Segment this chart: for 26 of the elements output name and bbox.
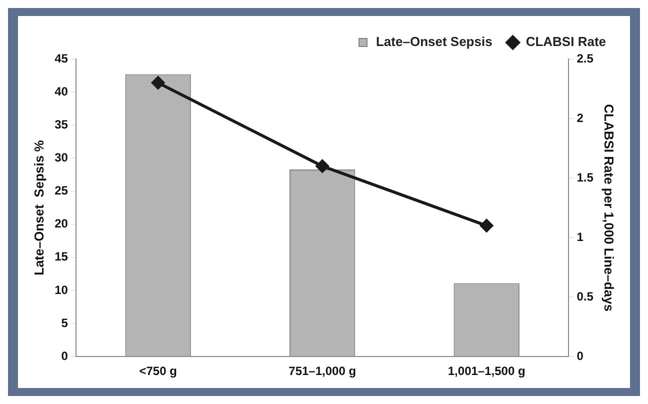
point — [152, 76, 165, 90]
y2-tick-label: 2.5 — [576, 51, 594, 66]
y-tick-label: 20 — [54, 216, 68, 231]
point — [316, 160, 329, 173]
y2-tick-label: 1 — [576, 230, 584, 244]
y2-tick-label: 0.5 — [576, 289, 594, 304]
y-tick-label: 5 — [61, 316, 68, 330]
y-tick-label: 10 — [54, 282, 68, 297]
legend-label: Late–Onset Sepsis — [376, 34, 492, 50]
y-tick-label: 15 — [54, 250, 68, 264]
y-tick-label: 0 — [61, 348, 68, 363]
y-axis-title: Late–Onset Sepsis % — [31, 140, 46, 276]
y-tick-label: 35 — [54, 117, 68, 132]
x-tick-label: <750 g — [139, 364, 177, 378]
y2-axis-title: CLABSI Rate per 1,000 Line–days — [602, 104, 617, 312]
legend-label: CLABSI Rate — [526, 34, 606, 50]
y-tick-label: 45 — [54, 51, 68, 66]
y-tick-label: 30 — [54, 150, 68, 165]
y2-tick-label: 2 — [576, 110, 584, 125]
x-tick-label: 1,001–1,500 g — [448, 364, 526, 378]
point — [480, 219, 494, 232]
y-tick-label: 25 — [54, 184, 68, 198]
y2-tick-label: 1.5 — [576, 170, 594, 184]
x-tick-label: 751–1,000 g — [288, 364, 356, 378]
y2-tick-label: 0 — [576, 348, 584, 363]
y-tick-label: 40 — [54, 84, 68, 98]
